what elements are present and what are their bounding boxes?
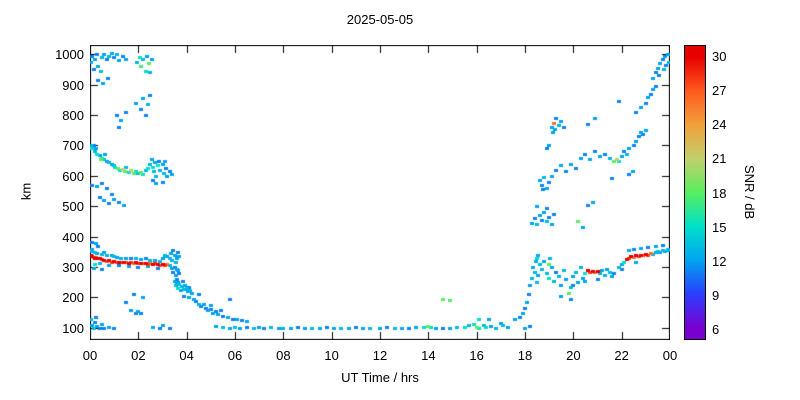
y-tick-label: 100: [62, 320, 84, 336]
y-tick-label: 400: [62, 229, 84, 245]
x-tick-label: 00: [662, 348, 678, 363]
y-tick-label: 300: [62, 260, 84, 275]
x-tick-label: 20: [566, 348, 581, 363]
x-tick-label: 10: [324, 348, 339, 363]
y-tick-label: 800: [62, 107, 84, 123]
x-tick-label: 02: [131, 348, 146, 363]
colorbar-tick-label: 12: [712, 253, 727, 269]
y-tick-label: 1000: [55, 47, 84, 63]
colorbar-label: SNR / dB: [742, 165, 757, 220]
colorbar-tick-label: 24: [712, 117, 727, 133]
colorbar-tick-label: 27: [712, 83, 727, 99]
y-tick-label: 700: [62, 138, 84, 154]
y-tick-label: 500: [62, 199, 84, 215]
y-axis-label: km: [18, 182, 34, 201]
x-tick-label: 04: [179, 348, 194, 363]
colorbar-tick-label: 21: [712, 151, 727, 167]
x-tick-label: 14: [421, 348, 436, 363]
x-axis-label: UT Time / hrs: [341, 370, 419, 385]
plot-canvas: [90, 45, 670, 340]
y-tick-label: 900: [62, 77, 84, 93]
y-tick-label: 200: [62, 290, 84, 306]
x-tick-label: 16: [469, 348, 484, 363]
colorbar-tick-label: 9: [712, 287, 720, 303]
colorbar-tick-label: 6: [712, 321, 720, 337]
x-tick-label: 18: [517, 348, 533, 363]
colorbar-tick-label: 15: [712, 219, 727, 235]
colorbar-tick-label: 30: [712, 49, 727, 65]
colorbar-tick-label: 18: [712, 185, 727, 201]
x-tick-label: 22: [614, 348, 629, 363]
colorbar: [684, 45, 706, 340]
x-tick-label: 08: [276, 348, 291, 363]
x-tick-label: 06: [227, 348, 243, 363]
plot-title: 2025-05-05: [346, 12, 414, 27]
x-tick-label: 00: [82, 348, 98, 363]
x-tick-label: 12: [372, 348, 388, 363]
y-tick-label: 600: [62, 168, 84, 184]
